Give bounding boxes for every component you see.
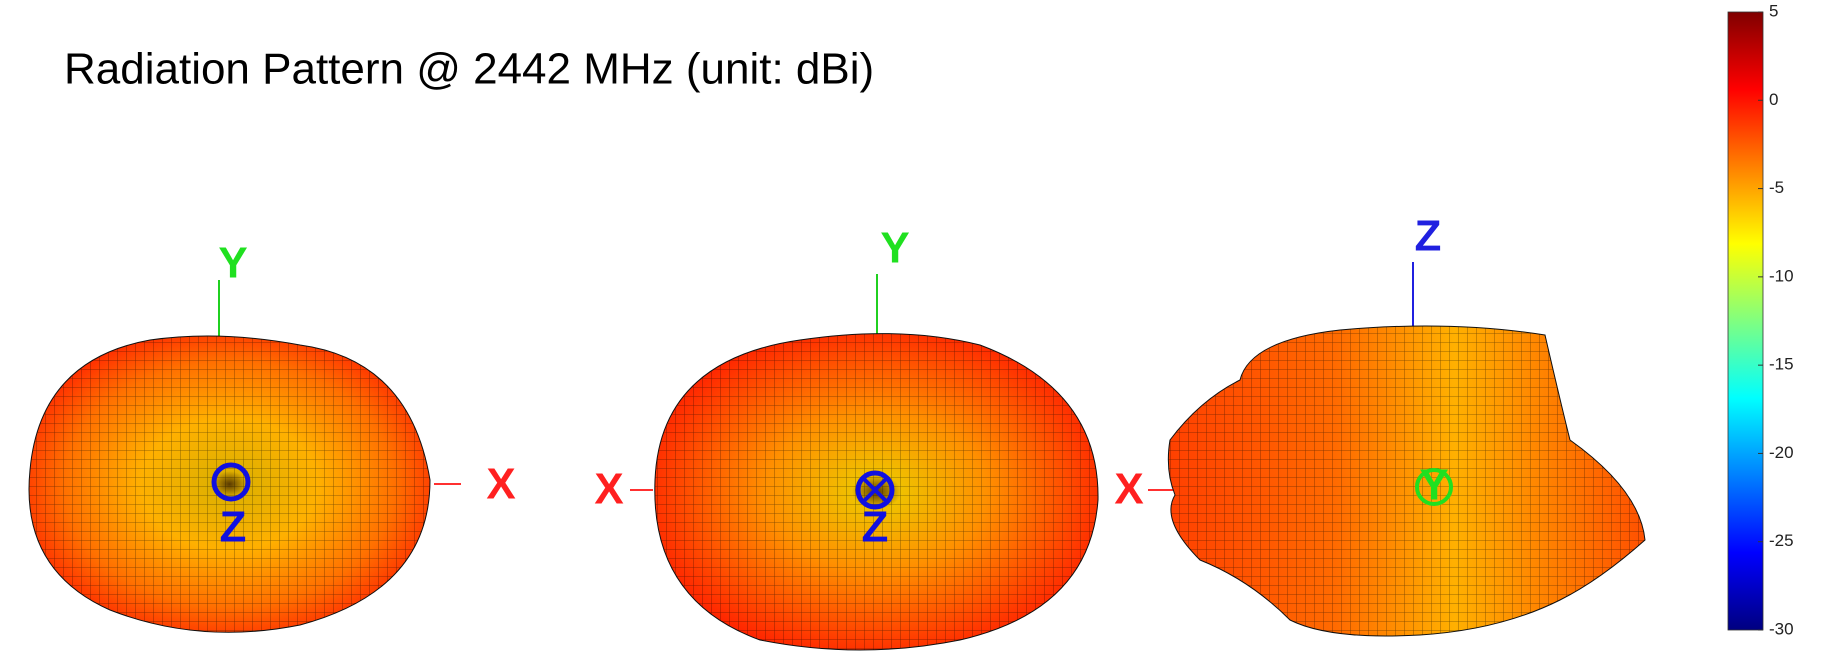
colorbar-tick-label: 0 bbox=[1769, 90, 1778, 109]
figure: Radiation Pattern @ 2442 MHz (unit: dBi)… bbox=[0, 0, 1823, 655]
surface-mesh bbox=[29, 336, 430, 632]
colorbar-tick-label: -5 bbox=[1769, 178, 1784, 197]
axis-label: Z bbox=[220, 503, 247, 552]
view-1: Y X Z bbox=[29, 239, 516, 633]
colorbar-tick-label: -25 bbox=[1769, 531, 1794, 550]
axis-label: X bbox=[1114, 465, 1143, 514]
surface-mesh bbox=[1168, 326, 1645, 636]
colorbar-tick-label: -30 bbox=[1769, 619, 1794, 638]
view-3: Z X Y bbox=[1114, 212, 1645, 636]
axis-label: X bbox=[486, 460, 515, 509]
colorbar bbox=[1728, 12, 1763, 630]
colorbar-tick-label: 5 bbox=[1769, 1, 1778, 20]
axis-label: Y bbox=[880, 224, 909, 273]
axis-label: Y bbox=[1419, 461, 1448, 510]
axis-label: Z bbox=[1415, 212, 1442, 261]
axis-label: Y bbox=[218, 239, 247, 288]
chart-title: Radiation Pattern @ 2442 MHz (unit: dBi) bbox=[64, 45, 874, 94]
view-2: Y X Z bbox=[594, 224, 1098, 650]
colorbar-tick-label: -10 bbox=[1769, 266, 1794, 285]
colorbar-tick-label: -20 bbox=[1769, 443, 1794, 462]
colorbar-tick-label: -15 bbox=[1769, 355, 1794, 374]
axis-label: X bbox=[594, 465, 623, 514]
axis-label: Z bbox=[862, 503, 889, 552]
